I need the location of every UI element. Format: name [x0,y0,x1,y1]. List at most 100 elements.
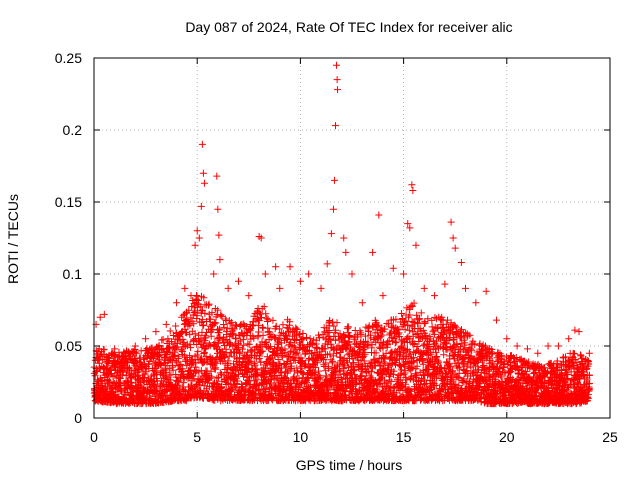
data-point [327,230,335,238]
data-point [146,357,154,365]
data-point [263,314,271,322]
data-point [285,321,293,329]
data-point [197,202,205,210]
data-point [356,380,364,388]
data-point [419,342,427,350]
data-point [96,351,104,359]
data-point [412,371,420,379]
data-point [329,318,337,326]
data-point [367,374,375,382]
data-point [433,353,441,361]
data-point [208,309,216,317]
data-point [474,358,482,366]
data-point [349,366,357,374]
data-point [488,346,496,354]
data-point [172,322,180,330]
data-point [228,318,236,326]
data-point [305,270,313,278]
data-point [358,299,366,307]
data-point [493,360,501,368]
data-point [251,361,259,369]
data-point [162,320,170,328]
data-point [233,377,241,385]
data-point [198,316,206,324]
data-point [302,360,310,368]
data-point [459,378,467,386]
data-point [387,378,395,386]
data-point [262,386,270,394]
data-point [381,325,389,333]
data-point [283,335,291,343]
data-point [240,341,248,349]
data-point [157,360,165,368]
data-point [343,341,351,349]
data-point [185,306,193,314]
data-point [108,385,116,393]
data-point [322,359,330,367]
x-tick-label: 0 [90,429,98,445]
data-point [401,325,409,333]
data-point [408,181,416,189]
data-point [340,362,348,370]
data-point [250,360,258,368]
data-point [482,287,490,295]
data-point [396,370,404,378]
data-point [182,329,190,337]
data-point [266,343,274,351]
data-point [324,364,332,372]
data-point [313,359,321,367]
data-point [363,363,371,371]
data-point [378,371,386,379]
data-point [377,333,385,341]
data-point [259,347,267,355]
data-point [488,358,496,366]
data-point [372,338,380,346]
data-point [315,334,323,342]
data-point [293,349,301,357]
data-point [408,372,416,380]
data-point [453,341,461,349]
data-point [332,326,340,334]
x-tick-label: 5 [193,429,201,445]
data-point [534,349,542,357]
data-point [132,349,140,357]
data-point [478,343,486,351]
y-axis-label: ROTI / TECUs [5,194,21,284]
data-point [360,357,368,365]
data-point [408,364,416,372]
data-point [159,336,167,344]
y-tick-label: 0.05 [55,338,82,354]
data-point [225,352,233,360]
x-tick-label: 25 [602,429,618,445]
data-point [403,338,411,346]
data-point [186,340,194,348]
data-point [384,379,392,387]
data-point [100,346,108,354]
data-point [368,341,376,349]
data-point [336,330,344,338]
data-point [254,321,262,329]
data-point [305,356,313,364]
data-point [317,284,325,292]
data-point [419,326,427,334]
data-point [344,351,352,359]
data-point [296,277,304,285]
data-point [441,339,449,347]
data-point [286,263,294,271]
data-point [202,352,210,360]
data-point [449,367,457,375]
data-point [327,356,335,364]
data-point [216,369,224,377]
data-point [348,270,356,278]
data-point [263,376,271,384]
data-point [472,299,480,307]
data-point [402,346,410,354]
data-point [233,322,241,330]
data-point [416,368,424,376]
data-point [269,316,277,324]
data-point [402,380,410,388]
data-point [166,376,174,384]
data-point [186,321,194,329]
data-point [245,340,253,348]
data-point [247,358,255,366]
